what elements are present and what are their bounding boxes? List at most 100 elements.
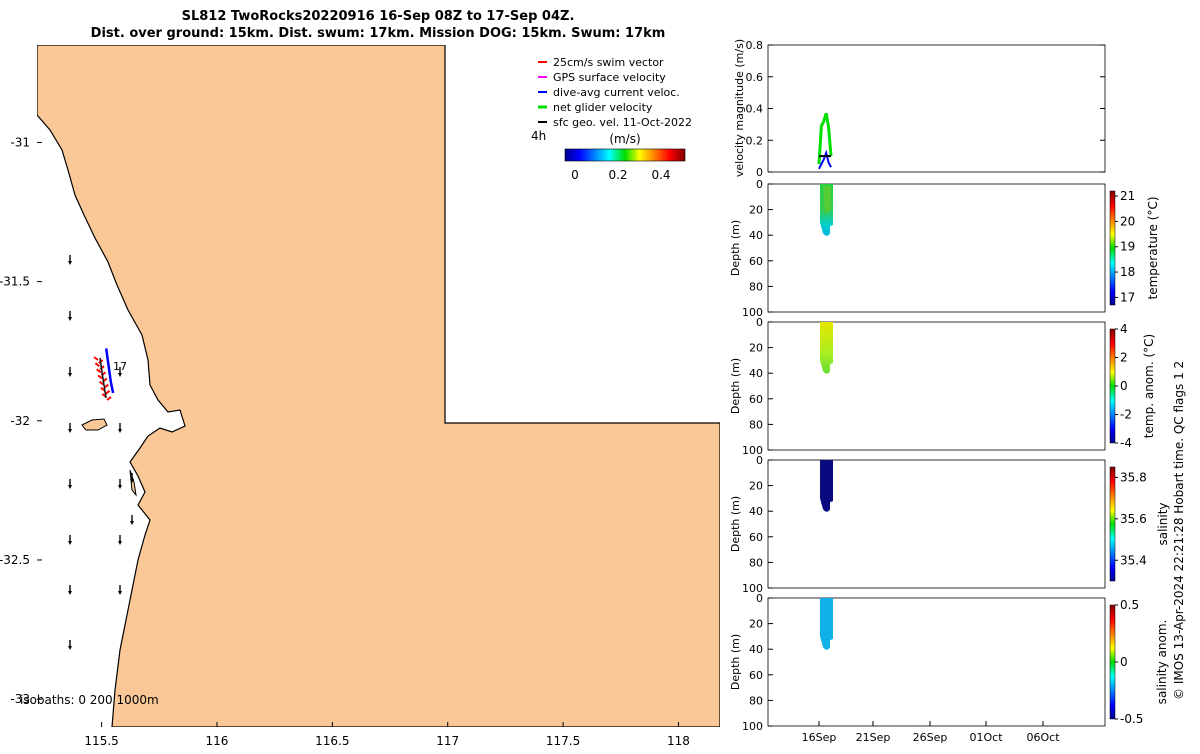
map-y-tick-label: -31: [10, 135, 30, 149]
velocity-y-tick-label: 0.4: [746, 103, 764, 116]
depth-y-tick-label: 100: [742, 444, 763, 457]
legend-entry: GPS surface velocity: [553, 71, 666, 84]
isobath-label: isobaths: 0 200 1000m: [20, 693, 159, 707]
depth-y-tick-label: 40: [749, 505, 763, 518]
depth-colorbar: [1109, 190, 1116, 306]
depth-axes: [767, 183, 1106, 313]
map-y-tick-label: -33: [10, 692, 30, 706]
time-x-tick-label: 26Sep: [913, 731, 948, 744]
velocity-series: [817, 112, 833, 170]
map-x-tick-label: 116: [206, 734, 229, 748]
depth-axes: [767, 321, 1106, 451]
legend-entry: sfc geo. vel. 11-Oct-2022: [553, 116, 692, 129]
velocity-y-tick-label: 0: [756, 166, 763, 179]
depth-panel: 0 20 40 60 80 100 Depth (m) -4 -2 0 2 4 temp. anom. …: [729, 316, 1156, 457]
velocity-ylabel: velocity magnitude (m/s): [733, 39, 746, 177]
map-legend: 25cm/s swim vector GPS surface velocity di…: [538, 56, 692, 129]
depth-colorbar-tick: -2: [1120, 408, 1132, 422]
depth-colorbar-tick: 2: [1120, 351, 1128, 365]
depth-y-tick-label: 0: [756, 178, 763, 191]
depth-colorbar: [1109, 466, 1116, 582]
sfc-velocity-arrowhead: [68, 591, 72, 595]
time-x-tick-label: 21Sep: [856, 731, 891, 744]
sfc-velocity-arrowhead: [118, 591, 122, 595]
time-x-tick-label: 16Sep: [802, 731, 837, 744]
depth-y-tick-label: 100: [742, 582, 763, 595]
depth-ylabel: Depth (m): [729, 634, 742, 690]
time-series-panels: velocity magnitude (m/s) 0 0.2 0.4 0.6 0.8 0…: [729, 39, 1170, 744]
velocity-panel: velocity magnitude (m/s) 0 0.2 0.4 0.6 0.8: [733, 39, 1106, 179]
depth-colorbar-tick: 21: [1120, 189, 1135, 203]
depth-colorbar-tick: 35.8: [1120, 470, 1147, 484]
swim-vector: [96, 368, 102, 374]
map-y-tick-label: -32: [10, 414, 30, 428]
sfc-velocity-arrowhead: [68, 429, 72, 433]
swim-vector: [106, 396, 112, 401]
depth-colorbar-tick: 17: [1120, 290, 1135, 304]
legend-entry: net glider velocity: [553, 101, 653, 114]
velocity-y-tick-label: 0.2: [746, 134, 764, 147]
depth-colorbar-tick: 0.5: [1120, 598, 1139, 612]
depth-y-tick-label: 0: [756, 316, 763, 329]
sfc-velocity-arrowhead: [68, 485, 72, 489]
map-y-tick-label: -31.5: [0, 275, 30, 289]
sfc-velocity-arrowhead: [68, 373, 72, 377]
velocity-series-line: [817, 112, 833, 165]
depth-y-tick-label: 40: [749, 229, 763, 242]
legend-entry: 25cm/s swim vector: [553, 56, 664, 69]
sfc-velocity-arrowhead: [118, 541, 122, 545]
time-x-tick-label: 01Oct: [969, 731, 1003, 744]
speed-colorbar-tick: 0.2: [608, 168, 627, 182]
map-y-ticks: -31 -31.5 -32 -32.5 -33: [0, 135, 42, 706]
sfc-velocity-arrowhead: [68, 261, 72, 265]
depth-colorbar-label: temperature (°C): [1146, 197, 1160, 300]
depth-profile-section: [820, 322, 833, 374]
depth-panel: 0 20 40 60 80 100 Depth (m) 17 18 19 20 21 temperatu…: [729, 178, 1160, 319]
depth-ylabel: Depth (m): [729, 358, 742, 414]
depth-ylabel: Depth (m): [729, 220, 742, 276]
rottnest-island: [81, 418, 108, 431]
depth-y-tick-label: 20: [749, 342, 763, 355]
warm-surface-patch: [823, 186, 831, 214]
swim-vector: [98, 380, 105, 386]
speed-colorbar-tick: 0: [571, 168, 579, 182]
depth-panel: 0 20 40 60 80 100 Depth (m) 35.4 35.6 35.8 salinit…: [729, 454, 1170, 595]
sfc-velocity-arrowhead: [68, 317, 72, 321]
depth-y-tick-label: 80: [749, 418, 763, 431]
map-x-tick-label: 117.5: [546, 734, 580, 748]
depth-colorbar-tick: -0.5: [1120, 712, 1143, 726]
sfc-velocity-arrowhead: [68, 541, 72, 545]
speed-colorbar-title: (m/s): [609, 132, 640, 146]
depth-ylabel: Depth (m): [729, 496, 742, 552]
speed-colorbar: [564, 148, 686, 162]
glider-label: 17: [113, 360, 127, 373]
map-y-tick-label: -32.5: [0, 553, 30, 567]
dive-avg-current-track: [104, 348, 115, 394]
depth-colorbar-tick: 18: [1120, 265, 1135, 279]
depth-y-tick-label: 0: [756, 454, 763, 467]
depth-colorbar: [1109, 328, 1116, 444]
net-track-line: [99, 357, 107, 399]
depth-y-tick-label: 0: [756, 592, 763, 605]
chart-title: SL812 TwoRocks20220916 16-Sep 08Z to 17-…: [182, 9, 575, 24]
swim-vector: [105, 390, 111, 395]
sfc-velocity-arrowhead: [130, 521, 134, 525]
depth-y-tick-label: 60: [749, 531, 763, 544]
sfc-velocity-arrowhead: [130, 479, 134, 483]
depth-y-tick-label: 100: [742, 720, 763, 733]
depth-panel: 0 20 40 60 80 100 Depth (m) -0.5 0 0.5 salinity an…: [729, 592, 1169, 733]
depth-colorbar: [1109, 604, 1116, 720]
velocity-y-tick-label: 0.6: [746, 71, 764, 84]
depth-colorbar-tick: 35.6: [1120, 512, 1147, 526]
map-x-ticks: 115.5 116 116.5 117 117.5 118: [84, 722, 690, 748]
swim-vector: [94, 362, 100, 367]
depth-y-tick-label: 60: [749, 669, 763, 682]
glider-track: [93, 348, 115, 401]
depth-profile-section: [820, 460, 833, 512]
velocity-y-ticks: 0 0.2 0.4 0.6 0.8: [746, 39, 1105, 179]
time-label: 4h: [531, 129, 546, 143]
depth-y-tick-label: 40: [749, 367, 763, 380]
depth-colorbar-label: salinity: [1156, 502, 1170, 545]
